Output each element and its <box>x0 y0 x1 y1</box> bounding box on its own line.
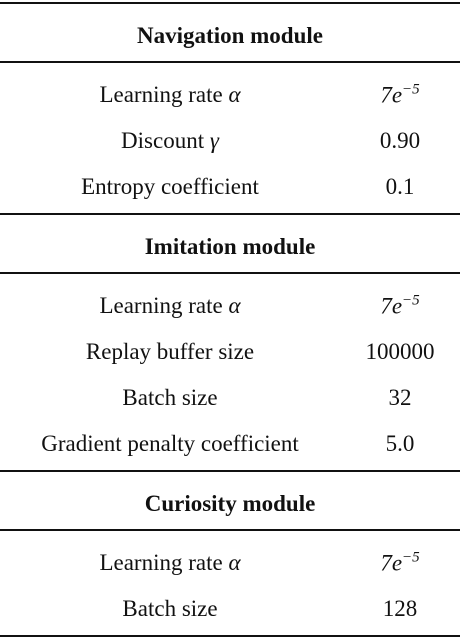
label-symbol: α <box>228 550 241 575</box>
rule <box>0 529 460 531</box>
section-title: Curiosity module <box>144 491 316 516</box>
value-exponent: −5 <box>402 292 420 309</box>
rule <box>0 470 460 472</box>
label-text: Batch size <box>122 596 218 621</box>
label-symbol: α <box>228 293 241 318</box>
label-text: Learning rate <box>99 550 223 575</box>
label-text: Batch size <box>122 385 218 410</box>
row-value: 5.0 <box>386 431 415 457</box>
row-label: Batch size <box>122 385 217 411</box>
label-text: Discount <box>121 128 205 153</box>
row-value: 0.90 <box>380 128 420 154</box>
row-value: 32 <box>389 385 412 411</box>
row-value: 100000 <box>366 339 435 365</box>
label-text: Entropy coefficient <box>81 174 259 199</box>
row-label: Entropy coefficient <box>81 174 259 200</box>
value-text: 0.1 <box>385 174 415 199</box>
row-value: 128 <box>383 596 418 622</box>
row-value: 0.1 <box>386 174 415 200</box>
value-text: 128 <box>382 596 418 621</box>
row-value: 7e−5 <box>380 293 419 320</box>
value-exponent: −5 <box>402 549 420 566</box>
row-label: Gradient penalty coefficient <box>41 431 299 457</box>
value-text: 7e <box>380 550 403 576</box>
value-text: 7e <box>380 82 403 108</box>
row-label: Discount γ <box>121 128 219 154</box>
value-text: 100000 <box>365 339 435 364</box>
label-text: Replay buffer size <box>85 339 255 364</box>
value-text: 0.90 <box>379 128 421 153</box>
row-value: 7e−5 <box>380 550 419 577</box>
value-text: 5.0 <box>385 431 415 456</box>
section-title: Navigation module <box>137 23 323 48</box>
value-text: 7e <box>380 293 403 319</box>
value-exponent: −5 <box>402 81 420 98</box>
row-label: Batch size <box>122 596 217 622</box>
rule <box>0 272 460 274</box>
rule <box>0 635 460 637</box>
label-text: Gradient penalty coefficient <box>41 431 299 456</box>
rule <box>0 213 460 215</box>
rule <box>0 61 460 63</box>
label-text: Learning rate <box>99 82 223 107</box>
section-title: Imitation module <box>144 234 316 259</box>
row-label: Replay buffer size <box>86 339 254 365</box>
label-symbol: α <box>228 82 241 107</box>
label-text: Learning rate <box>99 293 223 318</box>
row-value: 7e−5 <box>380 82 419 109</box>
row-label: Learning rate α <box>99 293 240 319</box>
row-label: Learning rate α <box>99 550 240 576</box>
row-label: Learning rate α <box>99 82 240 108</box>
value-text: 32 <box>388 385 412 410</box>
rule <box>0 2 460 4</box>
label-symbol: γ <box>209 128 219 153</box>
